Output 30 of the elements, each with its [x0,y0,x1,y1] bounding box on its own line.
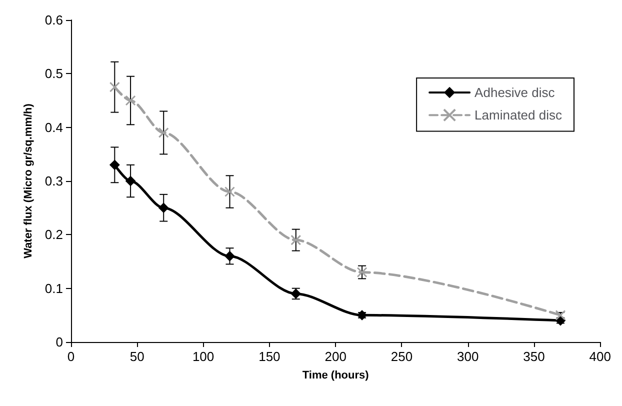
point [110,160,120,170]
point [158,127,169,138]
y-tick-label: 0.3 [44,174,63,188]
legend-label: Adhesive disc [474,85,556,100]
x-tick-label: 400 [589,349,612,364]
y-tick-label: 0.5 [44,66,63,82]
x-tick-label: 300 [457,349,479,364]
point [158,202,169,213]
x-tick-label: 250 [390,349,413,364]
x-tick-label: 0 [67,349,75,364]
x-axis-title: Time (hours) [302,370,370,382]
y-tick-label: 0.6 [44,12,63,28]
y-tick-label: 0.1 [44,280,63,296]
point [224,251,235,262]
point [125,95,136,106]
x-tick-label: 200 [324,349,346,364]
point [126,176,136,186]
x-tick-label: 50 [130,349,144,364]
x-tick-label: 100 [192,349,214,364]
y-tick-label: 0.2 [44,227,63,242]
x-tick-label: 350 [523,349,545,364]
point [290,234,302,246]
y-tick-label: 0 [56,334,63,350]
y-axis-title: Water flux (Micro gr/sq.mm/h) [22,103,35,258]
legend-label: Laminated disc [474,108,562,123]
point [109,82,120,92]
point [224,186,235,197]
y-tick-label: 0.4 [44,120,63,135]
point [356,266,368,278]
x-tick-label: 150 [258,349,280,364]
